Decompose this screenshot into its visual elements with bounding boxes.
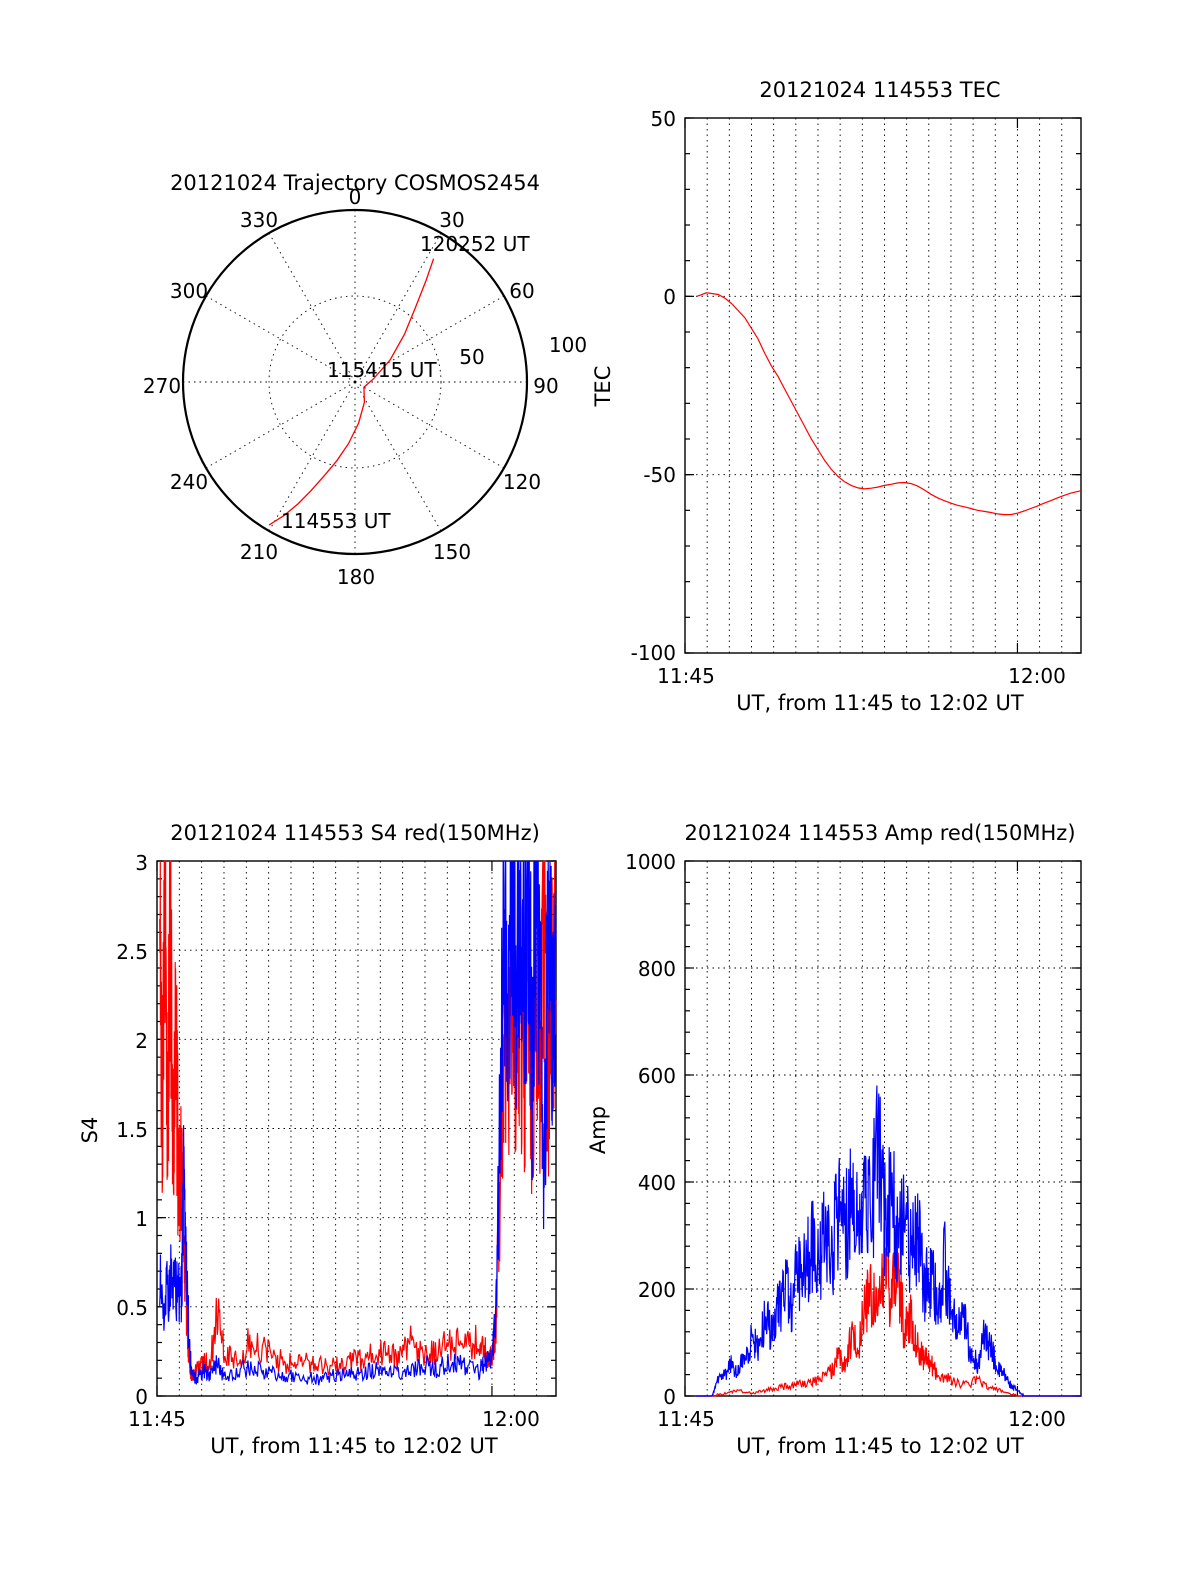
amp-xtick-label: 11:45: [657, 1407, 715, 1431]
trajectory-mid-label: 115415 UT: [327, 358, 437, 382]
s4-blue-series-line: [159, 860, 557, 1386]
polar-spoke: [268, 232, 356, 383]
radial-label-50: 50: [459, 345, 484, 369]
tec-xtick-label: 12:00: [1008, 664, 1066, 688]
angle-label-30: 30: [439, 208, 464, 232]
amp-title: 20121024 114553 Amp red(150MHz): [684, 821, 1075, 845]
s4-xlabel: UT, from 11:45 to 12:02 UT: [210, 1434, 498, 1458]
trajectory-line: [268, 258, 435, 526]
polar-spoke: [354, 232, 442, 383]
amp-blue-series-line: [695, 1085, 1081, 1398]
s4-panel: 20121024 114553 S4 red(150MHz) 0 0.5 1 1…: [78, 821, 557, 1458]
angle-label-180: 180: [337, 565, 375, 589]
tec-ytick-label: -100: [631, 641, 676, 665]
s4-ytick-label: 2.5: [116, 940, 148, 964]
amp-ytick-label: 1000: [625, 850, 676, 874]
polar-spokes: [183, 210, 527, 554]
amp-tick-marks: [684, 860, 1081, 1397]
s4-ytick-label: 1: [135, 1207, 148, 1231]
amp-ylabel: Amp: [586, 1106, 610, 1154]
polar-spoke: [268, 381, 356, 532]
tec-grid: [685, 118, 1081, 653]
s4-grid: [157, 861, 556, 1396]
s4-ylabel: S4: [78, 1117, 102, 1144]
amp-xlabel: UT, from 11:45 to 12:02 UT: [736, 1434, 1024, 1458]
tec-ylabel: TEC: [591, 366, 615, 408]
angle-label-300: 300: [170, 279, 208, 303]
radial-label-100: 100: [549, 333, 587, 357]
angle-label-60: 60: [509, 279, 534, 303]
tec-panel: 20121024 114553 TEC -100 -50 0 50 11:45 …: [591, 78, 1082, 715]
s4-xtick-label: 12:00: [482, 1407, 540, 1431]
tec-ytick-label: -50: [643, 463, 676, 487]
amp-ytick-label: 600: [638, 1064, 676, 1088]
trajectory-panel: 20121024 Trajectory COSMOS2454 0 30 60 9…: [143, 171, 587, 589]
polar-spoke: [205, 295, 356, 383]
angle-label-210: 210: [240, 540, 278, 564]
s4-title: 20121024 114553 S4 red(150MHz): [170, 821, 540, 845]
polar-spoke: [205, 381, 356, 469]
tec-xlabel: UT, from 11:45 to 12:02 UT: [736, 691, 1024, 715]
amp-ytick-label: 400: [638, 1171, 676, 1195]
angle-label-120: 120: [503, 470, 541, 494]
s4-ytick-label: 0: [135, 1385, 148, 1409]
polar-angle-labels: 0 30 60 90 120 150 180 210 240 270 300 3…: [143, 185, 559, 589]
s4-ytick-label: 0.5: [116, 1296, 148, 1320]
amp-red-series-line: [695, 1222, 1081, 1397]
angle-label-240: 240: [170, 470, 208, 494]
amp-ytick-label: 200: [638, 1278, 676, 1302]
s4-xtick-label: 11:45: [128, 1407, 186, 1431]
polar-spoke: [354, 381, 505, 469]
tec-title: 20121024 114553 TEC: [759, 78, 1000, 102]
angle-label-150: 150: [433, 540, 471, 564]
amp-grid: [685, 861, 1081, 1396]
trajectory-start-label: 114553 UT: [281, 509, 391, 533]
s4-ytick-label: 2: [135, 1029, 148, 1053]
tec-series-line: [696, 292, 1082, 516]
angle-label-0: 0: [349, 185, 362, 209]
polar-inner-circle: [268, 295, 442, 469]
tec-tick-marks: [684, 117, 1081, 654]
angle-label-270: 270: [143, 374, 181, 398]
amp-ytick-label: 0: [663, 1385, 676, 1409]
trajectory-title: 20121024 Trajectory COSMOS2454: [170, 171, 540, 195]
tec-plot-frame: [684, 117, 1082, 654]
tec-ytick-label: 0: [663, 285, 676, 309]
angle-label-330: 330: [240, 208, 278, 232]
s4-ytick-label: 3: [135, 851, 148, 875]
amp-ytick-label: 800: [638, 957, 676, 981]
polar-spoke: [354, 381, 442, 532]
polar-spoke: [354, 295, 505, 383]
tec-ytick-label: 50: [651, 107, 676, 131]
amp-plot-frame: [684, 860, 1082, 1397]
amp-panel: 20121024 114553 Amp red(150MHz) 0 200 40…: [586, 821, 1082, 1458]
amp-xtick-label: 12:00: [1008, 1407, 1066, 1431]
tec-xtick-label: 11:45: [657, 664, 715, 688]
s4-ytick-label: 1.5: [116, 1118, 148, 1142]
angle-label-90: 90: [533, 374, 558, 398]
trajectory-end-label: 120252 UT: [420, 232, 530, 256]
